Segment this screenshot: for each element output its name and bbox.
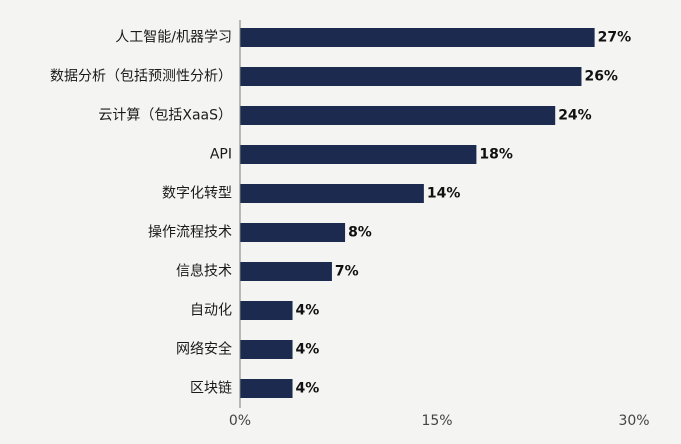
x-tick-label: 15% xyxy=(421,413,452,429)
bar xyxy=(240,145,477,164)
category-label: 云计算（包括XaaS） xyxy=(98,108,232,124)
value-label: 4% xyxy=(296,342,320,358)
category-label: 人工智能/机器学习 xyxy=(115,30,232,46)
category-label: 自动化 xyxy=(190,303,232,319)
bar xyxy=(240,28,595,47)
bar xyxy=(240,379,293,398)
value-label: 24% xyxy=(558,108,592,124)
category-label: API xyxy=(210,147,232,163)
value-label: 8% xyxy=(348,225,372,241)
value-label: 18% xyxy=(479,147,513,163)
bar xyxy=(240,184,424,203)
category-label: 信息技术 xyxy=(176,263,232,280)
bar xyxy=(240,301,293,320)
bar xyxy=(240,262,332,281)
value-label: 7% xyxy=(335,264,359,280)
value-label: 4% xyxy=(296,303,320,319)
category-label: 数字化转型 xyxy=(162,186,232,202)
bar xyxy=(240,223,346,242)
bar xyxy=(240,340,293,359)
value-label: 14% xyxy=(427,186,461,202)
value-label: 27% xyxy=(598,30,632,46)
x-tick-label: 30% xyxy=(618,413,649,429)
x-tick-label: 0% xyxy=(229,413,251,429)
bar xyxy=(240,67,582,86)
category-label: 数据分析（包括预测性分析） xyxy=(50,69,232,85)
category-label: 操作流程技术 xyxy=(148,225,232,241)
value-label: 26% xyxy=(584,69,618,85)
category-label: 网络安全 xyxy=(176,341,232,358)
value-label: 4% xyxy=(296,381,320,397)
bar xyxy=(240,106,556,125)
category-label: 区块链 xyxy=(190,381,232,397)
